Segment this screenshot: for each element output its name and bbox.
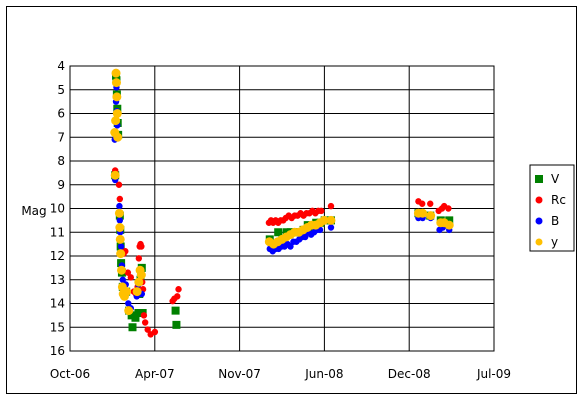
data-point-v	[131, 313, 140, 322]
data-point-y	[111, 68, 121, 78]
data-point-b	[302, 233, 309, 241]
y-tick-label: 7	[57, 130, 65, 144]
legend-marker-b	[535, 217, 543, 225]
data-point-rc	[127, 274, 135, 281]
x-tick-label: Nov-07	[218, 367, 261, 381]
data-point-y	[134, 277, 144, 287]
data-point-rc	[138, 243, 145, 250]
data-point-rc	[116, 195, 124, 203]
data-point-b	[116, 217, 124, 224]
legend-marker-v	[535, 175, 543, 183]
data-point-y	[113, 132, 123, 142]
x-tick-label: Dec-08	[388, 367, 431, 381]
data-point-y	[117, 265, 127, 275]
data-point-y	[124, 306, 134, 316]
y-tick-label: 4	[57, 59, 65, 73]
y-tick-label: 16	[50, 344, 65, 358]
data-point-v	[134, 309, 143, 317]
data-point-rc	[144, 326, 151, 333]
data-point-rc	[174, 293, 181, 300]
data-point-y	[115, 223, 125, 232]
x-tick-label: Jun-08	[304, 367, 343, 381]
data-point-rc	[151, 328, 159, 336]
data-point-v	[274, 228, 283, 237]
data-point-y	[444, 220, 454, 230]
data-point-y	[136, 270, 146, 280]
y-tick-label: 5	[57, 83, 65, 97]
x-tick-label: Apr-07	[135, 367, 175, 381]
y-axis-title: Mag	[21, 204, 46, 218]
data-point-b	[116, 202, 123, 210]
data-point-v	[172, 320, 181, 329]
data-point-v	[171, 306, 180, 315]
legend-label-v: V	[551, 172, 560, 186]
data-point-y	[110, 170, 120, 180]
data-point-v	[445, 216, 454, 225]
y-tick-label: 9	[57, 178, 65, 192]
data-point-y	[114, 208, 124, 218]
data-point-y	[111, 78, 121, 88]
grid-lines	[70, 65, 494, 352]
y-tick-label: 14	[50, 297, 65, 311]
data-point-y	[132, 287, 142, 297]
data-point-y	[122, 287, 132, 297]
x-tick-label: Jul-09	[476, 367, 511, 381]
y-tick-label: 8	[57, 154, 65, 168]
data-point-y	[116, 249, 126, 259]
data-point-rc	[327, 202, 335, 210]
data-point-rc	[115, 181, 123, 188]
y-tick-label: 15	[50, 320, 65, 334]
data-point-b	[119, 276, 126, 283]
legend-marker-rc	[535, 196, 543, 204]
x-tick-labels: Oct-06 Apr-07 Nov-07 Jun-08 Dec-08 Jul-09	[50, 367, 511, 381]
data-point-b	[287, 243, 294, 250]
y-tick-label: 10	[50, 202, 65, 216]
data-point-y	[426, 211, 436, 221]
data-point-v	[128, 323, 137, 332]
y-tick-label: 11	[50, 225, 65, 239]
data-point-rc	[419, 200, 426, 207]
data-point-rc	[141, 319, 149, 326]
data-point-rc	[175, 286, 182, 293]
legend-label-b: B	[551, 214, 559, 228]
x-tick-label: Oct-06	[50, 367, 90, 381]
data-point-rc	[318, 207, 325, 215]
y-tick-labels: 4 5 6 7 8 9 10 11 12 13 14 15 16	[50, 59, 65, 358]
legend: V Rc By	[529, 164, 575, 252]
data-point-y	[418, 208, 428, 218]
y-tick-label: 13	[50, 273, 65, 287]
legend-label-rc: Rc	[551, 193, 566, 207]
data-point-y	[326, 215, 336, 225]
y-tick-label: 12	[50, 249, 65, 263]
data-point-y	[115, 234, 125, 244]
data-points	[110, 68, 454, 338]
data-point-y	[112, 109, 122, 118]
data-point-y	[111, 116, 121, 126]
data-point-b	[327, 224, 335, 231]
data-point-b	[125, 300, 132, 307]
legend-label-y: y	[551, 235, 558, 249]
data-point-rc	[427, 200, 434, 207]
data-point-y	[319, 215, 329, 225]
y-tick-label: 6	[57, 107, 65, 121]
data-point-b	[117, 243, 125, 250]
data-point-rc	[445, 205, 452, 212]
data-point-rc	[140, 312, 148, 319]
vertical-grid-lines	[154, 66, 410, 351]
data-point-rc	[124, 269, 132, 276]
data-point-rc	[135, 255, 143, 262]
data-point-y	[112, 92, 122, 102]
legend-marker-y	[535, 238, 543, 246]
